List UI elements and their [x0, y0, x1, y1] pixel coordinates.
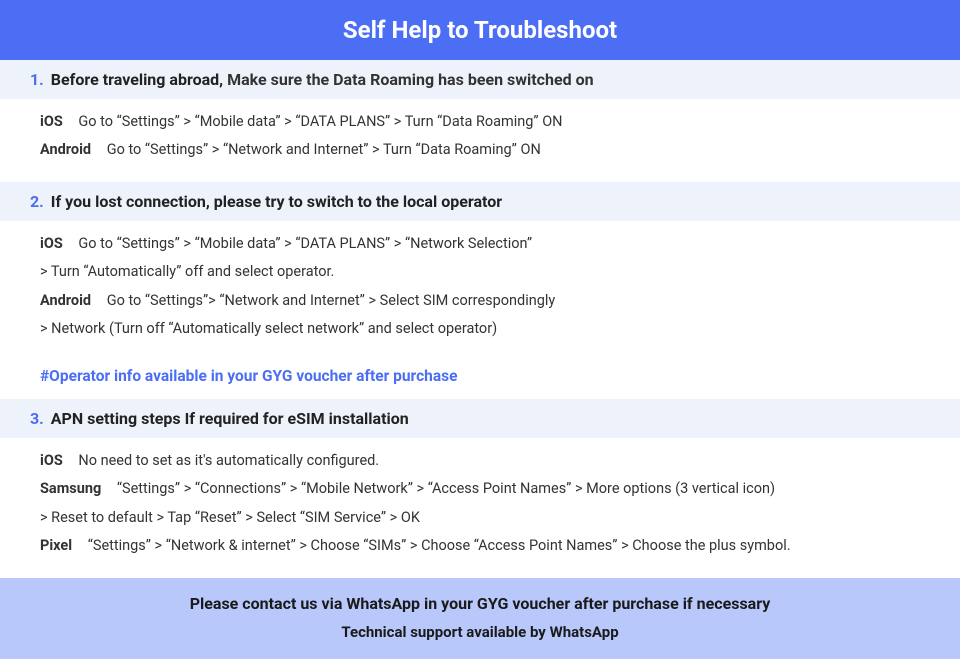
- section-2-body: iOS Go to “Settings” > “Mobile data” > “…: [0, 221, 960, 361]
- instruction-text: Go to “Settings” > “Mobile data” > “DATA…: [78, 235, 532, 252]
- instruction-row: Android Go to “Settings” > “Network and …: [40, 139, 930, 161]
- section-1-number: 1.: [30, 70, 44, 89]
- platform-label: Android: [40, 292, 91, 309]
- platform-label: Samsung: [40, 480, 101, 497]
- platform-label: iOS: [40, 235, 63, 252]
- footer: Please contact us via WhatsApp in your G…: [0, 578, 960, 659]
- section-2-head: 2. If you lost connection, please try to…: [0, 182, 960, 221]
- instruction-row: iOS No need to set as it's automatically…: [40, 450, 930, 472]
- footer-support: Technical support available by WhatsApp: [10, 623, 950, 641]
- instruction-text: Go to “Settings”> “Network and Internet”…: [107, 292, 556, 309]
- instruction-row: Samsung “Settings” > “Connections” > “Mo…: [40, 478, 930, 500]
- instruction-continuation: > Network (Turn off “Automatically selec…: [40, 318, 930, 340]
- section-1-body: iOS Go to “Settings” > “Mobile data” > “…: [0, 99, 960, 182]
- section-1-head: 1. Before traveling abroad, Make sure th…: [0, 60, 960, 99]
- section-2-bold: If you lost connection, please try to sw…: [51, 192, 502, 211]
- platform-label: Android: [40, 141, 91, 158]
- instruction-row: iOS Go to “Settings” > “Mobile data” > “…: [40, 111, 930, 133]
- section-3-head: 3. APN setting steps If required for eSI…: [0, 399, 960, 438]
- section-3-bold: APN setting steps If required for eSIM i…: [51, 409, 409, 428]
- section-3-body: iOS No need to set as it's automatically…: [0, 438, 960, 578]
- page-title: Self Help to Troubleshoot: [343, 16, 617, 44]
- instruction-continuation: > Reset to default > Tap “Reset” > Selec…: [40, 507, 930, 529]
- instruction-row: Pixel “Settings” > “Network & internet” …: [40, 535, 930, 557]
- section-3-number: 3.: [30, 409, 44, 428]
- page-header: Self Help to Troubleshoot: [0, 0, 960, 60]
- platform-label: Pixel: [40, 537, 72, 554]
- platform-label: iOS: [40, 113, 63, 130]
- footer-contact: Please contact us via WhatsApp in your G…: [10, 594, 950, 613]
- operator-note: #Operator info available in your GYG vou…: [0, 361, 960, 399]
- instruction-continuation: > Turn “Automatically” off and select op…: [40, 261, 930, 283]
- instruction-row: Android Go to “Settings”> “Network and I…: [40, 290, 930, 312]
- instruction-row: iOS Go to “Settings” > “Mobile data” > “…: [40, 233, 930, 255]
- section-1-rest: Make sure the Data Roaming has been swit…: [227, 70, 594, 89]
- instruction-text: No need to set as it's automatically con…: [78, 452, 379, 469]
- section-2-number: 2.: [30, 192, 44, 211]
- instruction-text: “Settings” > “Network & internet” > Choo…: [88, 537, 791, 554]
- section-1-bold: Before traveling abroad,: [51, 70, 223, 89]
- instruction-text: Go to “Settings” > “Mobile data” > “DATA…: [78, 113, 562, 130]
- instruction-text: “Settings” > “Connections” > “Mobile Net…: [117, 480, 775, 497]
- instruction-text: Go to “Settings” > “Network and Internet…: [107, 141, 541, 158]
- platform-label: iOS: [40, 452, 63, 469]
